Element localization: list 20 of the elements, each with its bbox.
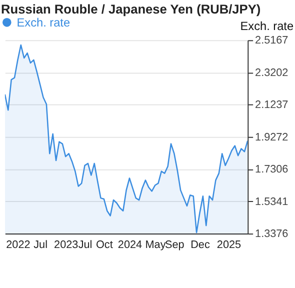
x-tick-label: 2024 [118, 238, 142, 251]
x-tick-label: Sep [165, 238, 184, 251]
y-axis-title: Exch. rate [240, 18, 294, 33]
x-tick-label: Jul [34, 238, 48, 251]
y-tick-label: 1.5341 [255, 196, 288, 208]
x-tick-label: Oct [96, 238, 113, 251]
chart-title: Russian Rouble / Japanese Yen (RUB/JPY) [0, 2, 261, 17]
x-tick-label: 2022 [6, 238, 30, 251]
legend-label: Exch. rate [16, 15, 70, 30]
x-tick-label: 2023 [54, 238, 78, 251]
y-tick-label: 1.3376 [255, 228, 288, 240]
x-tick-label: Dec [190, 238, 210, 251]
x-tick-label: May [145, 238, 166, 251]
x-tick-label: 2025 [216, 238, 242, 251]
x-tick-label: Jul [78, 238, 92, 251]
y-tick-label: 2.1237 [255, 99, 288, 112]
y-tick-label: 1.9272 [255, 131, 288, 144]
y-tick-label: 2.3202 [255, 66, 288, 79]
y-tick-label: 2.5167 [255, 34, 288, 47]
y-tick-label: 1.7306 [255, 164, 288, 176]
